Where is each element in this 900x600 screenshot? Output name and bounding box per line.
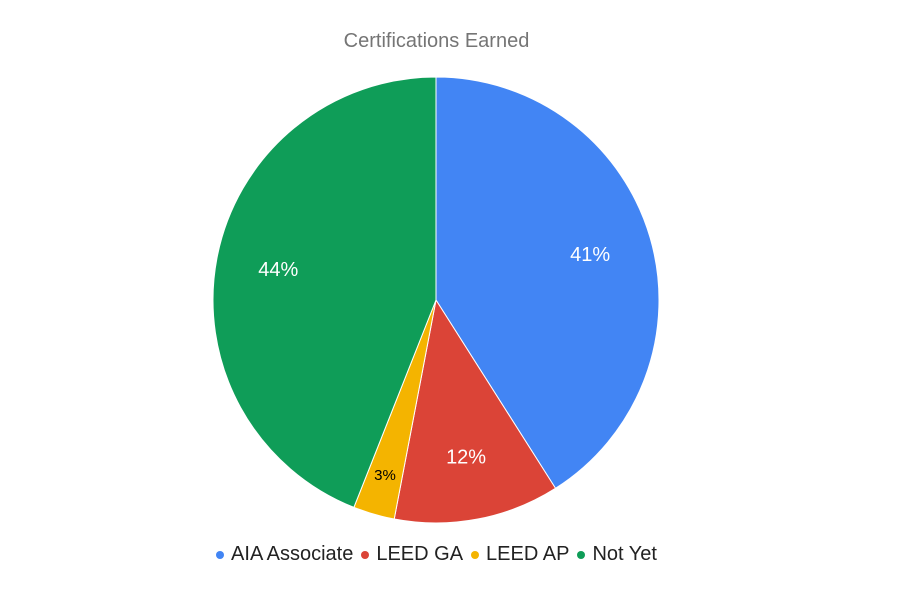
legend-item: LEED AP [471, 543, 569, 566]
legend-label: Not Yet [592, 543, 657, 565]
legend-marker [216, 550, 225, 559]
legend-item: LEED GA [361, 543, 463, 566]
legend-marker [471, 550, 480, 559]
pie-data-label: 12% [446, 447, 486, 469]
pie-slice-leed-ga [393, 298, 557, 524]
pie-data-label: 44% [258, 259, 298, 281]
legend-item: Not Yet [577, 543, 657, 566]
legend-marker [361, 550, 370, 559]
chart-title: Certifications Earned [343, 30, 530, 52]
pie-slice-not-yet [212, 76, 437, 508]
legend-label: AIA Associate [231, 543, 354, 565]
pie-data-label: 3% [374, 467, 396, 484]
legend: AIA Associate LEED GA LEED AP Not Yet [0, 543, 873, 566]
legend-marker [577, 550, 586, 559]
pie-slice-aia-associate [435, 76, 660, 489]
legend-label: LEED GA [376, 543, 464, 565]
legend-label: LEED AP [486, 543, 570, 565]
pie-data-label: 41% [570, 244, 610, 266]
legend-item: AIA Associate [216, 543, 353, 566]
